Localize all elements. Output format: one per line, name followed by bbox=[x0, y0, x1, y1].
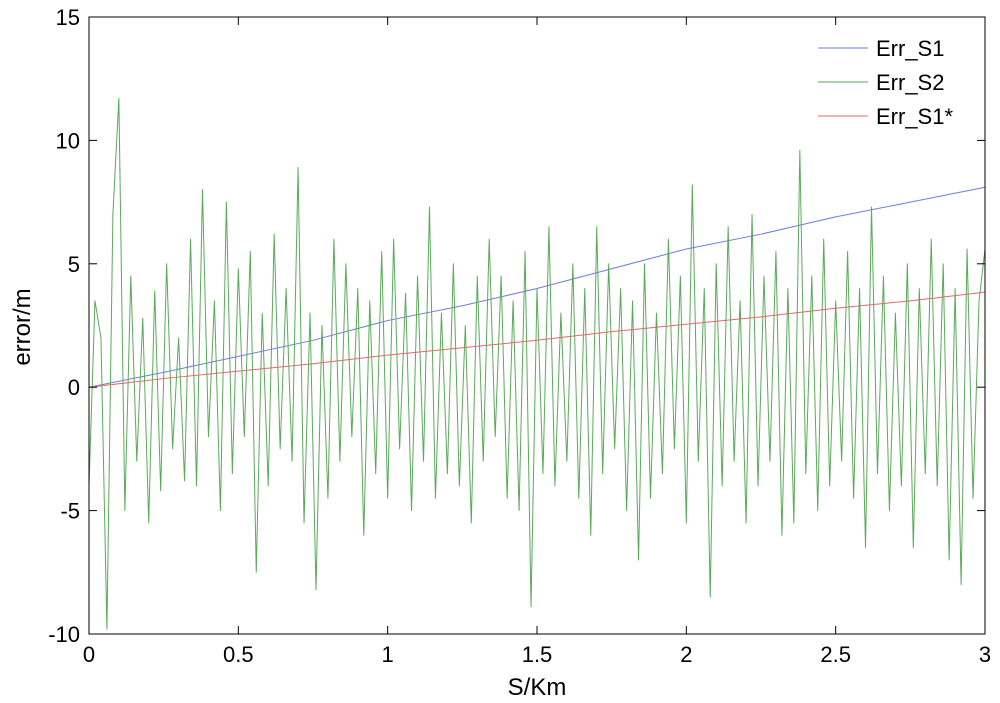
y-tick-label: 10 bbox=[56, 128, 80, 153]
y-tick-label: 0 bbox=[68, 375, 80, 400]
x-tick-label: 3 bbox=[979, 642, 991, 667]
series-line-3 bbox=[88, 291, 986, 388]
series-layer bbox=[88, 97, 986, 630]
y-tick-label: 5 bbox=[68, 252, 80, 277]
x-tick-label: 1.5 bbox=[522, 642, 553, 667]
x-tick-label: 0.5 bbox=[223, 642, 254, 667]
legend-label-3: Err_S1* bbox=[876, 104, 953, 129]
y-tick-label: -5 bbox=[60, 499, 80, 524]
y-tick-label: -10 bbox=[48, 622, 80, 647]
series-line-2 bbox=[88, 97, 986, 630]
plot-frame bbox=[88, 16, 986, 635]
legend: Err_S1 Err_S2 Err_S1* bbox=[818, 36, 953, 129]
y-tick-label: 15 bbox=[56, 5, 80, 30]
legend-label-2: Err_S2 bbox=[876, 70, 944, 95]
legend-label-1: Err_S1 bbox=[876, 36, 944, 61]
x-tick-label: 0 bbox=[83, 642, 95, 667]
x-tick-label: 2.5 bbox=[820, 642, 851, 667]
y-axis-label: error/m bbox=[9, 288, 36, 365]
x-axis-label: S/Km bbox=[508, 674, 567, 701]
x-tick-label: 2 bbox=[680, 642, 692, 667]
x-tick-label: 1 bbox=[382, 642, 394, 667]
tick-layer: 0 0.5 1 1.5 2 2.5 3 -10 -5 0 5 10 15 bbox=[48, 5, 991, 667]
